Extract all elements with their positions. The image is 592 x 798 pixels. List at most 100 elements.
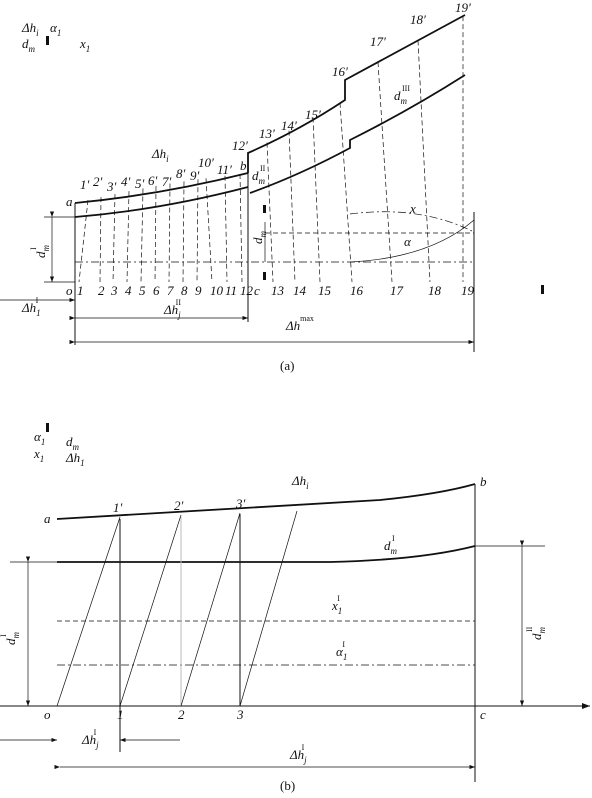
primed-label: 3′ bbox=[106, 179, 117, 194]
tick bbox=[46, 423, 49, 432]
symbol: α1 bbox=[50, 20, 61, 38]
symbol-sup: max bbox=[300, 314, 314, 323]
symbol: Δhmax bbox=[285, 314, 314, 333]
number-label: 13 bbox=[271, 283, 285, 298]
symbol: x1 bbox=[79, 36, 90, 54]
symbol-main: α bbox=[34, 429, 42, 444]
primed-label: 1′ bbox=[113, 500, 123, 515]
symbol-main: d bbox=[529, 633, 544, 640]
symbol-sub: m bbox=[258, 231, 268, 238]
symbol-sup: II bbox=[176, 298, 182, 307]
number-label: 7 bbox=[167, 283, 174, 298]
primed-label: 15′ bbox=[305, 107, 321, 122]
symbol: dmI bbox=[384, 534, 398, 556]
symbol: Δh1 bbox=[65, 450, 85, 468]
number-label: 12 bbox=[240, 283, 254, 298]
slant-line bbox=[239, 173, 243, 283]
symbol: x1 bbox=[33, 446, 44, 464]
curve-dm-1 bbox=[74, 186, 249, 218]
tick bbox=[263, 205, 266, 213]
primed-label: 8′ bbox=[176, 166, 186, 181]
number-label: 17 bbox=[390, 283, 404, 298]
symbol-sub: 1 bbox=[338, 606, 343, 616]
number-label: 10 bbox=[210, 283, 224, 298]
symbol: α1 I bbox=[336, 640, 347, 662]
symbol: dmI bbox=[0, 632, 21, 646]
symbol-main: Δh bbox=[21, 20, 36, 35]
curve-dm bbox=[57, 545, 476, 563]
point-label: a bbox=[44, 511, 51, 526]
slant bbox=[119, 514, 182, 707]
symbol: x bbox=[409, 201, 416, 216]
symbol-sub: m bbox=[537, 627, 547, 634]
symbol: Δhi bbox=[151, 146, 169, 164]
point-label: c bbox=[254, 283, 260, 298]
symbol: dmI bbox=[29, 245, 51, 259]
symbol-sup: III bbox=[402, 84, 410, 93]
slant-line bbox=[339, 102, 353, 283]
number-label: 4 bbox=[125, 283, 132, 298]
symbol-main: Δh bbox=[81, 732, 96, 747]
slant-line bbox=[224, 175, 228, 283]
symbol-main: d bbox=[22, 36, 29, 51]
number-label: 3 bbox=[236, 707, 244, 722]
slant-line bbox=[154, 185, 157, 283]
symbol-sup: I bbox=[94, 728, 97, 737]
symbol-sup: I bbox=[302, 743, 305, 752]
symbol: Δh1 I bbox=[21, 296, 41, 318]
symbol-main: Δh bbox=[163, 302, 178, 317]
primed-label: 17′ bbox=[370, 34, 386, 49]
number-label: 5 bbox=[139, 283, 146, 298]
number-label: 6 bbox=[153, 283, 160, 298]
x-curve bbox=[349, 211, 475, 233]
symbol-sup: II bbox=[525, 626, 534, 632]
slant-line bbox=[266, 142, 274, 283]
slant-line bbox=[196, 179, 199, 283]
symbol: ΔhjI bbox=[81, 728, 99, 750]
symbol-sub: m bbox=[29, 44, 36, 54]
symbol-main: d bbox=[384, 538, 391, 553]
slant-line bbox=[168, 183, 171, 283]
caption: (a) bbox=[280, 358, 294, 373]
symbol: Δhj II bbox=[163, 298, 181, 320]
slant bbox=[180, 512, 241, 707]
symbol-sup: I bbox=[29, 247, 38, 250]
symbol: dm bbox=[66, 434, 80, 452]
symbol-main: Δh bbox=[65, 450, 80, 465]
symbol-main: x bbox=[331, 598, 338, 613]
primed-label: 9′ bbox=[190, 168, 200, 183]
symbol-main: Δh bbox=[21, 300, 36, 315]
number-label: 16 bbox=[350, 283, 364, 298]
primed-label: 11′ bbox=[217, 162, 232, 177]
number-label: 3 bbox=[110, 283, 118, 298]
number-label: 8 bbox=[181, 283, 188, 298]
symbol-sub: m bbox=[73, 442, 80, 452]
primed-label: 16′ bbox=[332, 64, 348, 79]
primed-label: 12′ bbox=[232, 138, 248, 153]
point-label: c bbox=[480, 707, 486, 722]
point-label: b bbox=[480, 474, 487, 489]
number-label: 2 bbox=[178, 707, 185, 722]
slant bbox=[56, 516, 121, 707]
symbol-sub: j bbox=[303, 755, 307, 765]
primed-label: 5′ bbox=[135, 176, 145, 191]
symbol-main: d bbox=[394, 88, 401, 103]
primed-label: 4′ bbox=[121, 174, 131, 189]
symbol-main: x bbox=[409, 201, 416, 216]
symbol-sub: m bbox=[259, 176, 266, 186]
slant-line bbox=[112, 194, 116, 283]
symbol-sup: I bbox=[36, 296, 39, 305]
number-label: 18 bbox=[428, 283, 442, 298]
caption: (b) bbox=[280, 778, 295, 793]
symbol-main: x bbox=[33, 446, 40, 461]
symbol-sub: 1 bbox=[80, 458, 85, 468]
symbol-sub: 1 bbox=[40, 454, 45, 464]
symbol-main: Δh bbox=[151, 146, 166, 161]
symbol-sub: j bbox=[95, 740, 99, 750]
tick bbox=[46, 36, 49, 45]
number-label: 11 bbox=[225, 283, 237, 298]
slant-line bbox=[312, 117, 321, 283]
symbol-main: x bbox=[79, 36, 86, 51]
slant-line bbox=[205, 178, 213, 283]
point-label: a bbox=[66, 194, 73, 209]
